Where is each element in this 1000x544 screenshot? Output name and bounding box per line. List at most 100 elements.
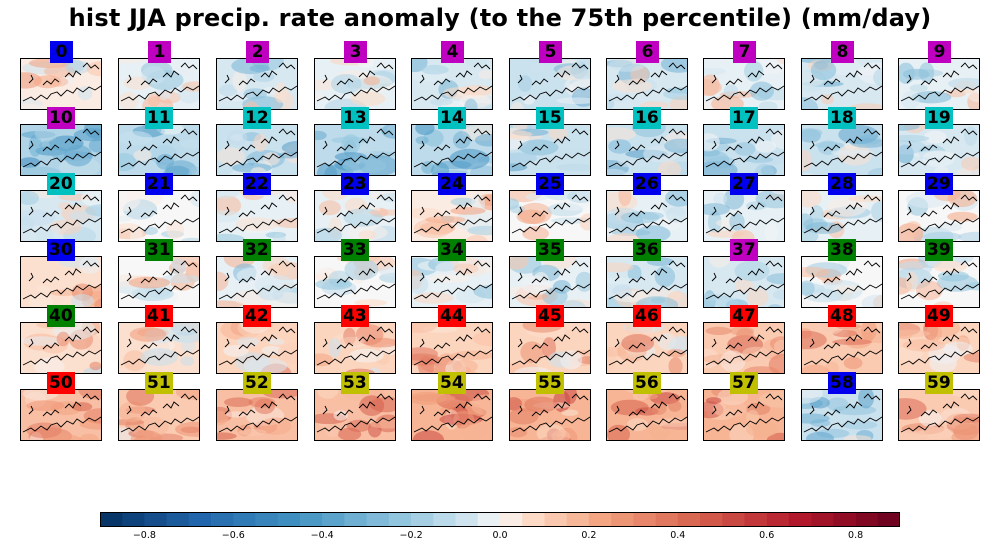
panel-label: 35 [536, 239, 564, 261]
colorbar [100, 512, 900, 527]
panel-label: 50 [47, 372, 75, 394]
coastline [705, 393, 784, 433]
panel-label: 4 [441, 41, 464, 63]
colorbar-segment [455, 512, 479, 527]
panel-label: 49 [925, 305, 953, 327]
panel-label: 44 [438, 305, 466, 327]
coastline [803, 393, 882, 433]
map-panel [898, 58, 980, 110]
panel-label: 36 [633, 239, 661, 261]
anomaly-field [802, 390, 882, 440]
panel-label: 16 [633, 107, 661, 129]
panel-label: 33 [341, 239, 369, 261]
panel-label: 34 [438, 239, 466, 261]
panel-label: 23 [341, 173, 369, 195]
coastline [511, 326, 590, 366]
panel-label: 9 [928, 41, 951, 63]
panel-label: 20 [47, 173, 75, 195]
panel-label: 37 [730, 239, 758, 261]
anomaly-field [315, 191, 395, 241]
anomaly-field [510, 59, 590, 109]
anomaly-field [315, 323, 395, 373]
anomaly-field [899, 323, 979, 373]
panel-label: 38 [828, 239, 856, 261]
anomaly-field [217, 390, 297, 440]
anomaly-field [21, 257, 101, 307]
panel-label: 11 [145, 107, 173, 129]
anomaly-field [21, 59, 101, 109]
colorbar-segment [588, 512, 612, 527]
map-panel [411, 322, 493, 374]
coastline [218, 128, 297, 168]
panel-label: 13 [341, 107, 369, 129]
panel-label: 14 [438, 107, 466, 129]
coastline [218, 326, 297, 366]
panel-label: 52 [243, 372, 271, 394]
map-panel [411, 124, 493, 176]
anomaly-field [315, 125, 395, 175]
colorbar-segment [877, 512, 900, 527]
anomaly-field [21, 191, 101, 241]
map-panel [314, 124, 396, 176]
coastline [218, 194, 297, 234]
coastline [218, 393, 297, 433]
anomaly-field [412, 59, 492, 109]
map-panel [216, 124, 298, 176]
anomaly-field [510, 323, 590, 373]
anomaly-field [412, 257, 492, 307]
anomaly-field [607, 59, 687, 109]
colorbar-segment [677, 512, 701, 527]
colorbar-segment [477, 512, 501, 527]
coastline [608, 62, 687, 102]
coastline [22, 393, 101, 433]
panel-label: 25 [536, 173, 564, 195]
coastline [705, 128, 784, 168]
colorbar-tick-label: 0.0 [492, 530, 508, 541]
colorbar-segment [811, 512, 834, 527]
coastline [608, 260, 687, 300]
coastline [413, 128, 492, 168]
coastline [511, 260, 590, 300]
anomaly-field [607, 323, 687, 373]
map-panel [411, 190, 493, 242]
colorbar-segment [722, 512, 745, 527]
map-panel [606, 124, 688, 176]
colorbar-tick-label: 0.6 [759, 530, 775, 541]
anomaly-field [412, 125, 492, 175]
colorbar-segment [833, 512, 856, 527]
anomaly-field [802, 125, 882, 175]
panel-label: 0 [50, 41, 73, 63]
colorbar-segment [144, 512, 167, 527]
anomaly-field [315, 390, 395, 440]
coastline [22, 326, 101, 366]
panel-label: 22 [243, 173, 271, 195]
colorbar-tick-label: −0.8 [132, 530, 156, 541]
panel-label: 3 [344, 41, 367, 63]
coastline [120, 128, 199, 168]
coastline [803, 128, 882, 168]
coastline [803, 260, 882, 300]
coastline [511, 194, 590, 234]
colorbar-segment [100, 512, 123, 527]
colorbar-segment [411, 512, 434, 527]
colorbar-tick-label: −0.2 [399, 530, 423, 541]
map-panel [606, 389, 688, 441]
map-panel [703, 58, 785, 110]
map-panel [509, 124, 591, 176]
anomaly-field [217, 191, 297, 241]
map-panel [118, 322, 200, 374]
panel-label: 6 [636, 41, 659, 63]
coastline [511, 393, 590, 433]
map-panel [216, 322, 298, 374]
coastline [413, 326, 492, 366]
anomaly-field [119, 191, 199, 241]
panel-label: 45 [536, 305, 564, 327]
coastline [120, 194, 199, 234]
coastline [22, 194, 101, 234]
panel-label: 59 [925, 372, 953, 394]
panel-label: 8 [831, 41, 854, 63]
map-panel [411, 256, 493, 308]
colorbar-segment [855, 512, 879, 527]
coastline [900, 194, 979, 234]
colorbar-segment [544, 512, 567, 527]
